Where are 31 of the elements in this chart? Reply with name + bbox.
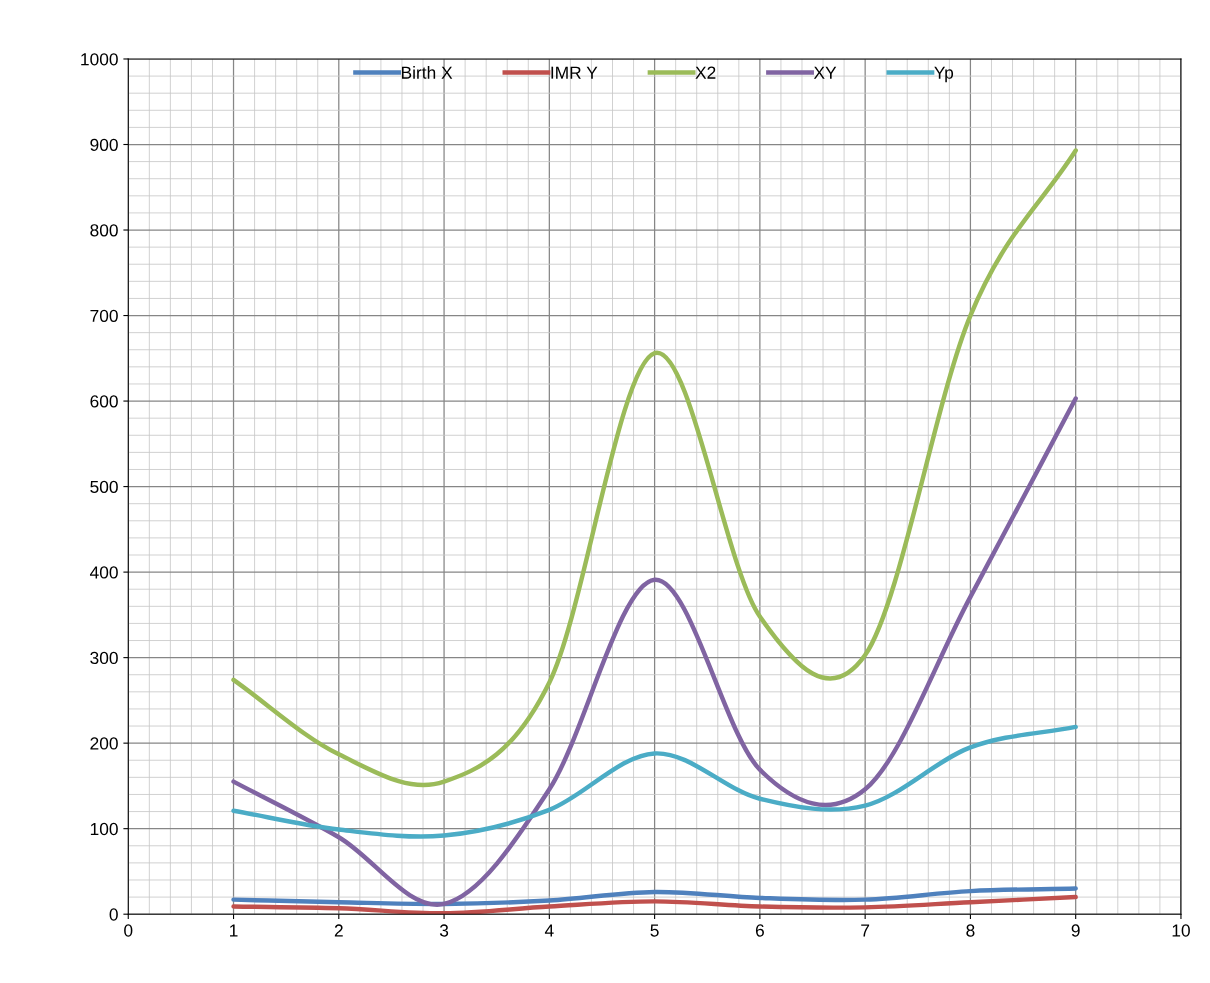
x-tick-label: 10 bbox=[1172, 924, 1190, 937]
y-tick-label: 500 bbox=[90, 480, 118, 494]
x-tick-label: 0 bbox=[124, 924, 133, 937]
line-series bbox=[231, 396, 1078, 907]
legend-label: X2 bbox=[695, 66, 716, 79]
line-series bbox=[231, 894, 1078, 915]
legend-label: Birth X bbox=[401, 66, 453, 79]
x-tick-label: 7 bbox=[861, 924, 870, 937]
x-tick-label: 3 bbox=[439, 924, 449, 937]
y-tick-label: 400 bbox=[89, 566, 118, 579]
x-tick-label: 4 bbox=[544, 924, 554, 937]
y-tick-label: 100 bbox=[90, 822, 118, 836]
y-tick-label: 800 bbox=[90, 224, 118, 237]
line-series bbox=[231, 724, 1078, 839]
x-tick-label: 6 bbox=[755, 924, 764, 937]
line-series bbox=[231, 886, 1078, 907]
y-tick-label: 0 bbox=[109, 908, 118, 921]
y-tick-label: 900 bbox=[90, 138, 118, 151]
y-tick-label: 700 bbox=[90, 309, 118, 322]
y-tick-label: 200 bbox=[90, 737, 118, 750]
x-tick-label: 8 bbox=[966, 924, 975, 937]
x-tick-label: 9 bbox=[1071, 924, 1080, 937]
y-tick-label: 300 bbox=[90, 651, 118, 665]
x-tick-label: 2 bbox=[334, 924, 343, 937]
x-tick-label: 5 bbox=[650, 924, 659, 937]
x-tick-label: 1 bbox=[230, 924, 238, 937]
y-tick-label: 1000 bbox=[81, 53, 118, 66]
legend-label: Yp bbox=[934, 66, 954, 83]
legend-label: XY bbox=[813, 66, 837, 79]
y-tick-label: 600 bbox=[90, 395, 118, 408]
legend-label: IMR Y bbox=[551, 66, 598, 79]
